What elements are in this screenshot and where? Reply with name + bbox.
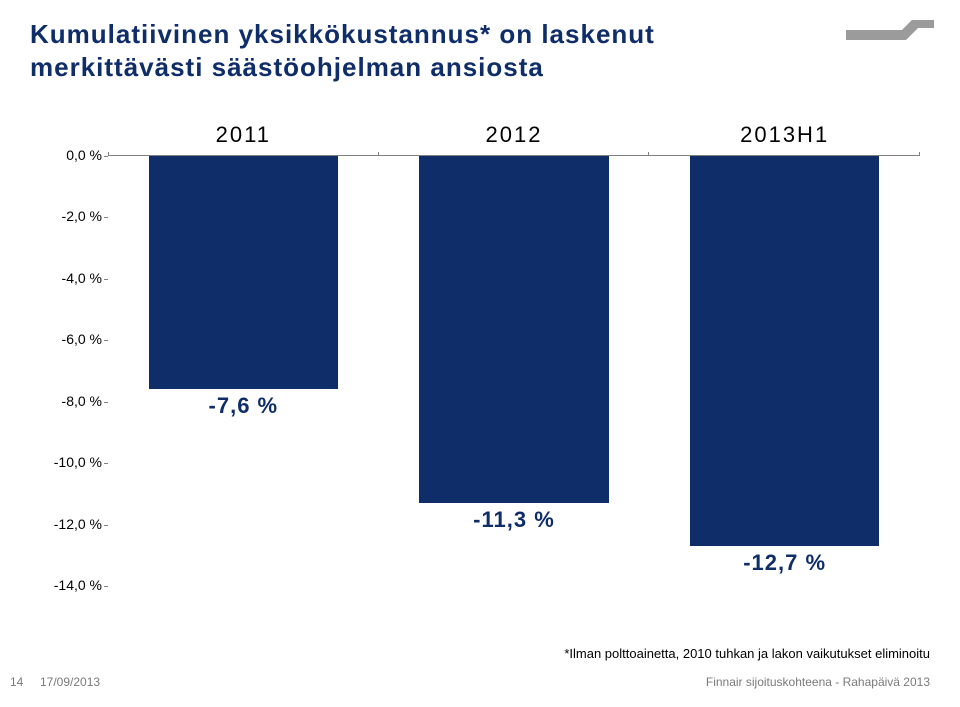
bar (149, 156, 338, 389)
slide-title: Kumulatiivinen yksikkökustannus* on lask… (30, 18, 840, 83)
title-line-1: Kumulatiivinen yksikkökustannus* on lask… (30, 18, 840, 51)
slide: Kumulatiivinen yksikkökustannus* on lask… (0, 0, 960, 707)
y-tick-label: -8,0 % (62, 393, 102, 409)
category-label: 2012 (379, 122, 650, 148)
y-tick-label: -12,0 % (54, 516, 102, 532)
y-tick-label: -14,0 % (54, 577, 102, 593)
bar-value-label: -11,3 % (379, 507, 650, 533)
plot-area: 2011-7,6 %2012-11,3 %2013H1-12,7 % (108, 155, 920, 585)
page-number: 14 (10, 675, 23, 689)
bar-value-label: -12,7 % (649, 550, 920, 576)
category-label: 2011 (108, 122, 379, 148)
y-axis: 0,0 %-2,0 %-4,0 %-6,0 %-8,0 %-10,0 %-12,… (30, 155, 108, 585)
bar (419, 156, 608, 503)
footnote: *Ilman polttoainetta, 2010 tuhkan ja lak… (564, 646, 930, 661)
category-column: 2013H1-12,7 % (649, 156, 920, 585)
y-tick-label: -4,0 % (62, 270, 102, 286)
finnair-logo-icon (846, 20, 936, 57)
bar-value-label: -7,6 % (108, 393, 379, 419)
y-tick-label: -10,0 % (54, 454, 102, 470)
y-tick-label: 0,0 % (66, 147, 102, 163)
title-line-2: merkittävästi säästöohjelman ansiosta (30, 51, 840, 84)
y-tick-label: -2,0 % (62, 208, 102, 224)
bar (690, 156, 879, 546)
footer-date: 17/09/2013 (40, 675, 100, 689)
footer: 14 17/09/2013 Finnair sijoituskohteena -… (0, 675, 960, 695)
y-tick-label: -6,0 % (62, 331, 102, 347)
category-column: 2012-11,3 % (379, 156, 650, 585)
category-column: 2011-7,6 % (108, 156, 379, 585)
x-tick-mark (919, 152, 920, 156)
category-label: 2013H1 (649, 122, 920, 148)
footer-source: Finnair sijoituskohteena - Rahapäivä 201… (706, 675, 930, 689)
x-tick-mark (108, 152, 109, 156)
unit-cost-chart: 0,0 %-2,0 %-4,0 %-6,0 %-8,0 %-10,0 %-12,… (30, 155, 920, 585)
y-tick-mark (104, 586, 108, 587)
